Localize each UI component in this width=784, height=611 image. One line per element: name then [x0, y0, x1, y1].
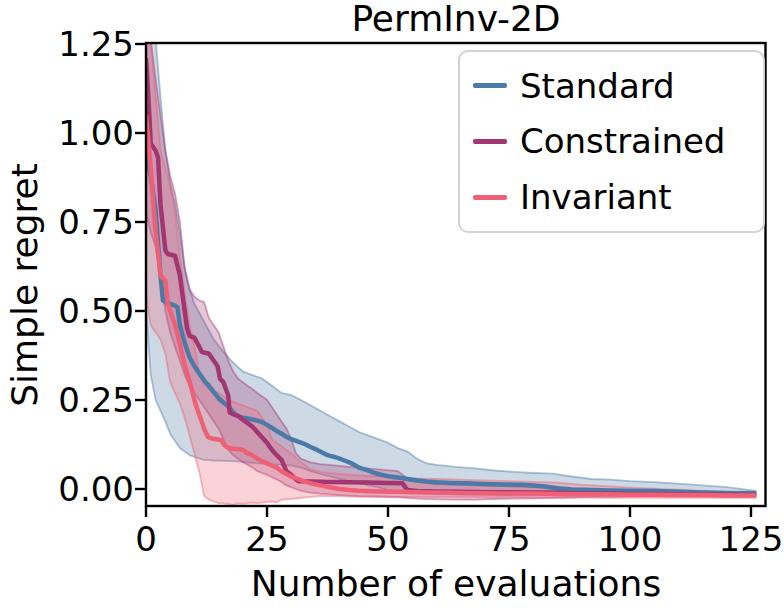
legend-item-invariant: Invariant — [473, 179, 757, 215]
x-tick-label-0: 0 — [76, 519, 216, 559]
legend-swatch-invariant-icon — [473, 195, 507, 200]
legend-label-invariant: Invariant — [520, 179, 672, 215]
legend-swatch-standard-icon — [473, 83, 507, 88]
legend-swatch-constrained-icon — [473, 139, 507, 144]
x-tick-label-25: 25 — [197, 519, 337, 559]
figure: PermInv-2D 0.000.250.500.751.001.25 0255… — [0, 0, 784, 611]
x-axis-label: Number of evaluations — [146, 562, 766, 606]
y-axis-label: Simple regret — [5, 163, 45, 407]
y-tick-label-1.25: 1.25 — [58, 24, 134, 64]
y-tick-label-0.00: 0.00 — [58, 469, 134, 509]
legend-label-standard: Standard — [520, 68, 675, 104]
y-tick-label-1.00: 1.00 — [58, 113, 134, 153]
legend-item-standard: Standard — [473, 68, 757, 104]
y-tick-label-0.50: 0.50 — [58, 291, 134, 331]
x-tick-label-100: 100 — [560, 519, 700, 559]
x-tick-label-125: 125 — [681, 519, 784, 559]
y-tick-label-0.75: 0.75 — [58, 202, 134, 242]
x-tick-label-75: 75 — [439, 519, 579, 559]
x-tick-label-50: 50 — [318, 519, 458, 559]
y-tick-label-0.25: 0.25 — [58, 380, 134, 420]
legend: Standard Constrained Invariant — [458, 50, 765, 233]
legend-label-constrained: Constrained — [520, 123, 725, 159]
legend-item-constrained: Constrained — [473, 123, 757, 159]
